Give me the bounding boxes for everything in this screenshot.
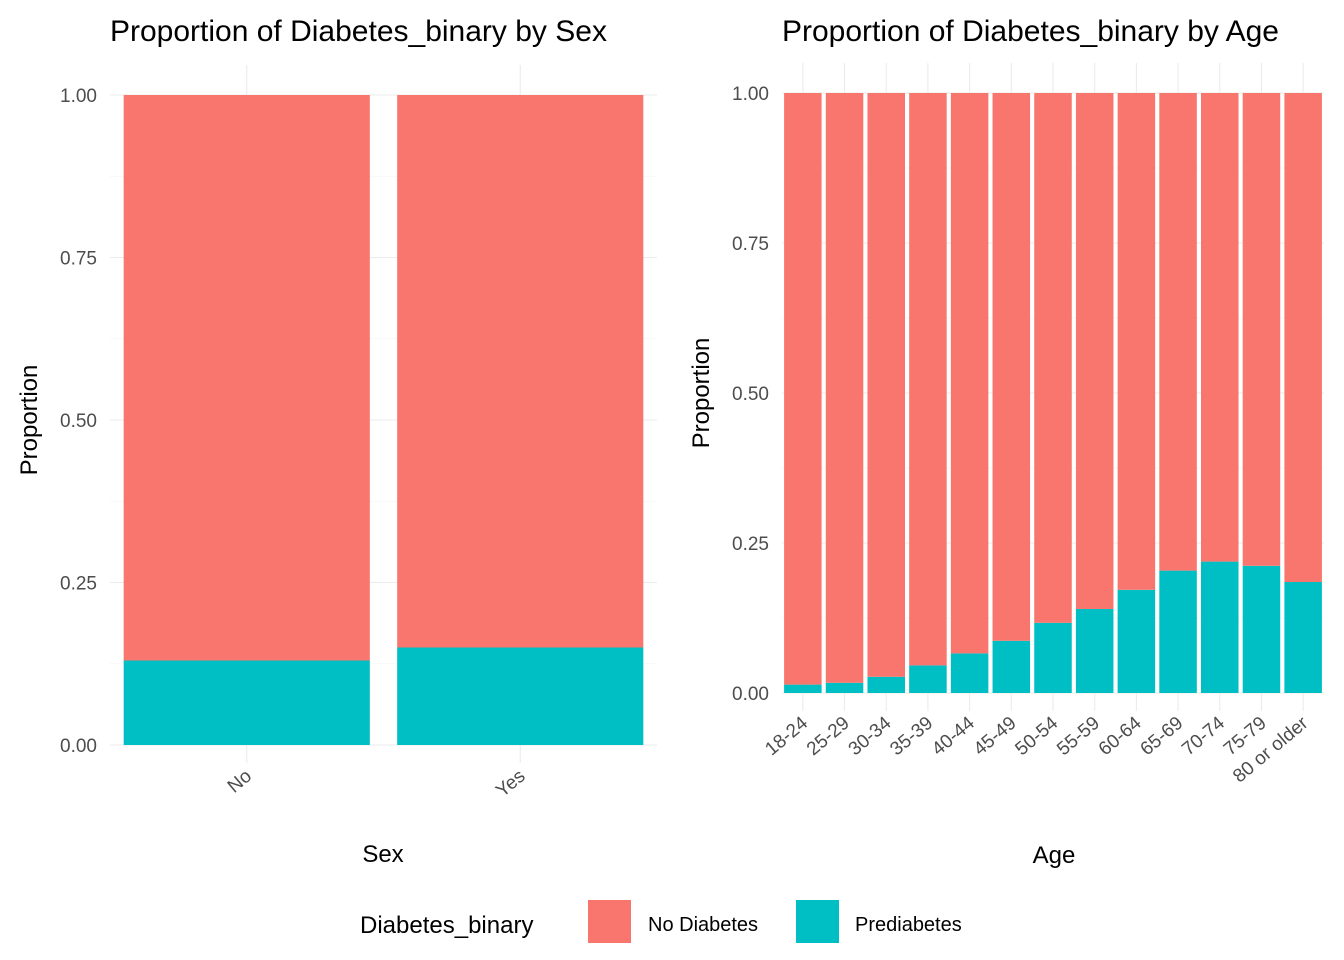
x-tick-label-no: No	[224, 766, 256, 798]
x-axis-title: Sex	[362, 841, 403, 868]
legend-swatch-prediabetes	[796, 900, 839, 943]
bar-25-29-prediabetes	[825, 682, 864, 693]
bar-65-69-no-diabetes	[1159, 93, 1197, 571]
bar-65-69-prediabetes	[1159, 570, 1197, 693]
x-tick-labels: No Yes	[224, 766, 530, 802]
y-tick-label: 0.75	[732, 234, 769, 255]
bar-80-or-older-prediabetes	[1284, 582, 1322, 693]
y-tick-label: 0.25	[60, 574, 97, 595]
x-axis-title: Age	[1033, 842, 1076, 869]
bar-40-44-prediabetes	[950, 653, 989, 693]
bar-45-49-prediabetes	[992, 640, 1031, 693]
bar-25-29-no-diabetes	[825, 93, 864, 683]
y-tick-label: 0.75	[60, 249, 97, 270]
bar-60-64-prediabetes	[1117, 589, 1156, 693]
bar-18-24-no-diabetes	[784, 93, 822, 685]
x-tick-label-40-44: 40-44	[928, 712, 979, 760]
y-tick-label: 0.50	[60, 411, 97, 432]
chart-title: Proportion of Diabetes_binary by Sex	[110, 15, 607, 48]
y-tick-label: 0.25	[732, 534, 769, 555]
y-tick-label: 1.00	[732, 84, 769, 105]
x-tick-label-25-29: 25-29	[803, 713, 854, 760]
bar-55-59-prediabetes	[1075, 609, 1114, 693]
bar-no-no-diabetes	[123, 95, 370, 661]
x-tick-label-55-59: 55-59	[1053, 713, 1104, 760]
chart-age: Proportion of Diabetes_binary by Age Pro…	[688, 15, 1324, 869]
bar-yes-no-diabetes	[397, 95, 644, 648]
bar-35-39-no-diabetes	[909, 93, 947, 666]
legend: Diabetes_binary No Diabetes Prediabetes	[360, 900, 962, 943]
x-tick-labels: 18-2425-2930-3435-3940-4445-4950-5455-59…	[761, 712, 1313, 787]
chart-title: Proportion of Diabetes_binary by Age	[782, 15, 1279, 48]
bar-55-59-no-diabetes	[1075, 93, 1114, 609]
bars	[784, 93, 1322, 693]
bar-75-79-no-diabetes	[1242, 93, 1281, 566]
bar-30-34-no-diabetes	[867, 93, 905, 677]
x-tick-label-yes: Yes	[492, 766, 529, 802]
x-tick-label-18-24: 18-24	[761, 712, 812, 760]
bar-60-64-no-diabetes	[1117, 93, 1156, 590]
y-tick-label: 0.50	[732, 384, 769, 405]
legend-label-no-diabetes: No Diabetes	[648, 914, 758, 936]
y-tick-label: 1.00	[60, 86, 97, 107]
bar-yes-prediabetes	[397, 647, 644, 745]
bar-50-54-prediabetes	[1034, 622, 1072, 693]
x-tick-label-35-39: 35-39	[886, 713, 937, 760]
y-axis-title: Proportion	[688, 338, 715, 449]
legend-swatch-no-diabetes	[588, 900, 631, 943]
bar-35-39-prediabetes	[909, 665, 947, 693]
y-tick-labels: 0.00 0.25 0.50 0.75 1.00	[732, 84, 769, 705]
x-tick-label-65-69: 65-69	[1137, 713, 1188, 760]
bars	[123, 95, 644, 745]
bar-80-or-older-no-diabetes	[1284, 93, 1322, 582]
bar-40-44-no-diabetes	[950, 93, 989, 654]
x-tick-label-50-54: 50-54	[1011, 712, 1062, 760]
x-tick-label-30-34: 30-34	[845, 712, 896, 760]
bar-75-79-prediabetes	[1242, 565, 1281, 693]
bar-30-34-prediabetes	[867, 676, 905, 693]
bar-70-74-no-diabetes	[1201, 93, 1239, 562]
x-tick-label-60-64: 60-64	[1095, 712, 1146, 760]
bar-no-prediabetes	[123, 660, 370, 745]
bar-18-24-prediabetes	[784, 684, 822, 693]
x-tick-label-45-49: 45-49	[970, 713, 1021, 760]
bar-45-49-no-diabetes	[992, 93, 1031, 641]
bar-50-54-no-diabetes	[1034, 93, 1072, 623]
y-tick-labels: 0.00 0.25 0.50 0.75 1.00	[60, 86, 97, 757]
legend-label-prediabetes: Prediabetes	[855, 914, 962, 936]
y-axis-title: Proportion	[16, 365, 43, 476]
chart-sex: Proportion of Diabetes_binary by Sex Pro…	[16, 15, 657, 868]
bar-70-74-prediabetes	[1201, 561, 1239, 693]
x-tick-label-70-74: 70-74	[1178, 712, 1229, 760]
y-tick-label: 0.00	[60, 736, 97, 757]
legend-title: Diabetes_binary	[360, 912, 533, 939]
y-tick-label: 0.00	[732, 684, 769, 705]
